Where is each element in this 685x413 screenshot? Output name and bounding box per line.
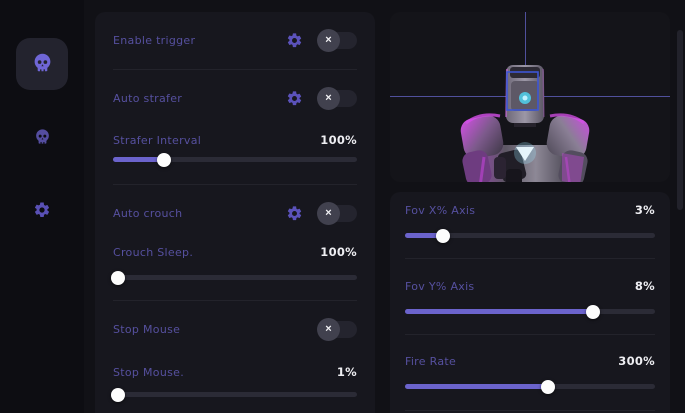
stop-mouse-row: Stop Mouse × bbox=[113, 301, 357, 357]
fov-y-row: Fov Y% Axis 8% bbox=[405, 259, 655, 334]
slider-fill bbox=[113, 152, 172, 167]
crouch-sleep-row: Crouch Sleep. 100% bbox=[110, 241, 357, 300]
setting-label: Stop Mouse bbox=[113, 322, 181, 336]
skull-icon bbox=[34, 128, 51, 149]
fov-x-slider[interactable] bbox=[405, 228, 655, 243]
setting-label: Fov Y% Axis bbox=[405, 279, 475, 293]
setting-label: Auto strafer bbox=[113, 92, 183, 105]
divider bbox=[113, 184, 357, 185]
slider-fill bbox=[405, 379, 555, 394]
slider-fill bbox=[110, 387, 125, 402]
auto-strafer-row: Auto strafer × bbox=[113, 70, 357, 127]
left-settings-panel: Enable trigger × Auto strafer × Strafer … bbox=[95, 12, 375, 413]
sidebar-item-trigger[interactable] bbox=[22, 118, 62, 158]
skull-icon bbox=[32, 52, 53, 77]
slider-thumb[interactable] bbox=[157, 152, 172, 167]
slider-thumb[interactable] bbox=[110, 270, 125, 285]
strafer-interval-row: Strafer Interval 100% bbox=[113, 127, 357, 184]
setting-label: Crouch Sleep. bbox=[113, 245, 194, 259]
setting-label: Enable trigger bbox=[113, 34, 196, 47]
setting-label: Fov X% Axis bbox=[405, 203, 476, 217]
divider bbox=[113, 300, 357, 301]
auto-crouch-row: Auto crouch × bbox=[113, 185, 357, 241]
fov-settings-panel: Fov X% Axis 3% Fov Y% Axis 8% bbox=[390, 192, 670, 413]
gear-icon[interactable] bbox=[286, 32, 303, 49]
model-preview-panel bbox=[390, 12, 670, 182]
setting-value: 1% bbox=[336, 365, 357, 379]
setting-value: 100% bbox=[320, 245, 357, 259]
divider bbox=[405, 410, 655, 411]
gear-icon[interactable] bbox=[286, 90, 303, 107]
divider bbox=[113, 69, 357, 70]
robot-model-preview[interactable] bbox=[450, 57, 600, 182]
crouch-sleep-slider[interactable] bbox=[110, 270, 357, 285]
sidebar bbox=[0, 0, 84, 413]
slider-fill bbox=[110, 270, 125, 285]
toggle-knob: × bbox=[317, 87, 340, 110]
setting-value: 100% bbox=[320, 133, 357, 147]
gear-icon bbox=[33, 201, 51, 223]
fov-x-row: Fov X% Axis 3% bbox=[405, 192, 655, 258]
slider-thumb[interactable] bbox=[540, 379, 555, 394]
auto-crouch-toggle[interactable]: × bbox=[317, 201, 357, 225]
enable-trigger-toggle[interactable]: × bbox=[317, 29, 357, 52]
auto-strafer-toggle[interactable]: × bbox=[317, 87, 357, 110]
divider bbox=[405, 258, 655, 259]
stop-mouse-amount-row: Stop Mouse. 1% bbox=[110, 357, 357, 402]
x-icon: × bbox=[325, 92, 332, 104]
enable-trigger-row: Enable trigger × bbox=[113, 12, 357, 69]
sidebar-item-settings[interactable] bbox=[22, 192, 62, 232]
scrollbar[interactable] bbox=[677, 30, 683, 210]
toggle-knob: × bbox=[317, 317, 340, 341]
setting-value: 3% bbox=[634, 203, 655, 217]
gear-icon[interactable] bbox=[286, 205, 303, 222]
fire-rate-row: Fire Rate 300% bbox=[405, 335, 655, 410]
slider-thumb[interactable] bbox=[110, 387, 125, 402]
stop-mouse-toggle[interactable]: × bbox=[317, 317, 357, 341]
divider bbox=[405, 334, 655, 335]
slider-fill bbox=[405, 228, 450, 243]
x-icon: × bbox=[325, 34, 332, 46]
head-hitbox-outline bbox=[506, 71, 539, 111]
setting-value: 300% bbox=[618, 354, 655, 368]
x-icon: × bbox=[325, 206, 332, 219]
crosshair-vertical-line bbox=[525, 12, 526, 96]
slider-thumb[interactable] bbox=[585, 304, 600, 319]
strafer-interval-slider[interactable] bbox=[113, 152, 357, 167]
setting-label: Auto crouch bbox=[113, 206, 183, 220]
slider-thumb[interactable] bbox=[435, 228, 450, 243]
setting-label: Stop Mouse. bbox=[113, 365, 184, 379]
setting-value: 8% bbox=[634, 279, 655, 293]
setting-label: Strafer Interval bbox=[113, 133, 202, 147]
stop-mouse-slider[interactable] bbox=[110, 387, 357, 402]
sidebar-item-aim[interactable] bbox=[16, 38, 68, 90]
x-icon: × bbox=[325, 322, 332, 335]
fov-y-slider[interactable] bbox=[405, 304, 655, 319]
fire-rate-slider[interactable] bbox=[405, 379, 655, 394]
toggle-knob: × bbox=[317, 29, 340, 52]
toggle-knob: × bbox=[317, 201, 340, 225]
slider-fill bbox=[405, 304, 600, 319]
setting-label: Fire Rate bbox=[405, 354, 457, 368]
